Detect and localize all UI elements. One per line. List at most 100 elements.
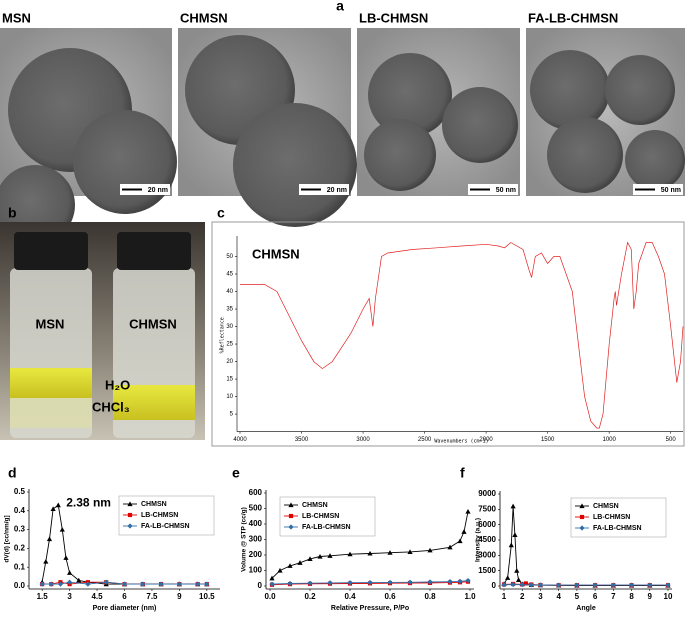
marker bbox=[158, 581, 164, 587]
chart: f Angle Intensity (a.u.) 0 1500 3000 4500 6000 7… bbox=[460, 465, 673, 612]
panel-label: a bbox=[336, 0, 344, 14]
legend-label: FA-LB-CHMSN bbox=[141, 523, 190, 530]
y-tick-label: 5 bbox=[230, 412, 234, 418]
tem-image bbox=[178, 28, 357, 227]
y-tick-label: 0.5 bbox=[14, 487, 26, 496]
marker bbox=[67, 579, 73, 585]
y-tick-label: 1500 bbox=[478, 566, 496, 575]
y-tick-label: 0.3 bbox=[14, 525, 26, 534]
x-tick-label: 0.0 bbox=[264, 592, 276, 601]
marker bbox=[505, 575, 511, 580]
y-tick-label: 0.4 bbox=[14, 506, 26, 515]
marker bbox=[317, 553, 323, 559]
marker bbox=[327, 553, 333, 558]
x-tick-label: 9 bbox=[177, 592, 182, 601]
y-tick-label: 100 bbox=[249, 566, 263, 575]
data-line bbox=[271, 511, 469, 579]
photo-label: H₂O bbox=[105, 377, 130, 392]
x-tick-label: 1000 bbox=[602, 437, 616, 443]
marker bbox=[127, 523, 133, 529]
scale-bar-label: 20 nm bbox=[327, 187, 347, 194]
y-tick-label: 45 bbox=[226, 272, 233, 278]
y-tick-label: 0 bbox=[492, 581, 497, 590]
y-tick-label: 40 bbox=[226, 289, 233, 295]
x-tick-label: 3500 bbox=[295, 437, 309, 443]
panel-label: e bbox=[232, 465, 240, 481]
x-tick-label: 5 bbox=[575, 592, 580, 601]
marker bbox=[519, 582, 525, 588]
y-tick-label: 9000 bbox=[478, 489, 496, 498]
x-tick-label: 10.5 bbox=[199, 592, 215, 601]
y-tick-label: 35 bbox=[226, 307, 233, 313]
marker bbox=[288, 502, 294, 508]
chart-frame bbox=[211, 221, 685, 447]
legend-label: LB-CHMSN bbox=[141, 512, 178, 519]
y-tick-label: 200 bbox=[249, 550, 263, 559]
panel-label: c bbox=[217, 205, 225, 221]
marker bbox=[574, 582, 580, 588]
y-tick-label: 50 bbox=[226, 254, 233, 260]
photo bbox=[0, 222, 205, 440]
x-tick-label: 2500 bbox=[418, 437, 432, 443]
x-tick-label: 1.0 bbox=[464, 592, 476, 601]
y-axis-label: Volume @ STP (cc/g) bbox=[241, 507, 248, 572]
x-tick-label: 0.8 bbox=[424, 592, 436, 601]
tem-image bbox=[0, 28, 177, 245]
legend-label: CHMSN bbox=[593, 503, 619, 510]
marker bbox=[523, 581, 528, 586]
marker bbox=[57, 581, 64, 587]
marker bbox=[43, 558, 49, 564]
marker bbox=[307, 580, 313, 586]
legend-frame bbox=[570, 497, 667, 538]
marker bbox=[447, 544, 453, 550]
y-tick-label: 6000 bbox=[478, 520, 496, 529]
y-tick-label: 600 bbox=[249, 488, 263, 497]
marker bbox=[176, 581, 182, 587]
tem-image bbox=[357, 28, 520, 196]
legend-label: LB-CHMSN bbox=[302, 513, 339, 520]
marker bbox=[461, 529, 467, 534]
marker bbox=[59, 527, 65, 532]
x-tick-label: 4 bbox=[556, 592, 561, 601]
legend-frame bbox=[279, 496, 376, 537]
scale-bar-bg bbox=[120, 184, 170, 195]
marker bbox=[63, 555, 69, 560]
marker bbox=[508, 542, 514, 548]
y-tick-label: 500 bbox=[249, 504, 263, 513]
x-tick-label: 500 bbox=[666, 437, 677, 443]
scale-bar-bg bbox=[633, 184, 683, 195]
scale-bar-label: 20 nm bbox=[148, 187, 168, 194]
marker bbox=[367, 579, 373, 586]
marker bbox=[387, 579, 393, 586]
marker bbox=[50, 506, 56, 511]
marker bbox=[610, 582, 616, 588]
marker bbox=[85, 581, 91, 587]
marker bbox=[579, 514, 585, 520]
marker bbox=[39, 581, 45, 587]
x-tick-label: 2 bbox=[520, 592, 525, 601]
marker bbox=[327, 580, 333, 586]
chart: c CHMSN Wavenumbers (cm-1) %Reflectance 5 10 1… bbox=[211, 205, 685, 447]
x-tick-label: 1500 bbox=[541, 437, 555, 443]
y-tick-label: 15 bbox=[226, 377, 233, 383]
y-tick-label: 300 bbox=[249, 535, 263, 544]
marker bbox=[628, 582, 635, 588]
x-tick-label: 6 bbox=[593, 592, 598, 601]
marker bbox=[515, 577, 522, 582]
marker bbox=[407, 579, 413, 585]
legend-label: CHMSN bbox=[141, 501, 167, 508]
y-axis-label: Intensity (a.u.) bbox=[475, 518, 482, 562]
marker bbox=[277, 567, 283, 573]
chart: d Pore diameter (nm) dV(d) [cc/nm/g] 0.0 0.1… bbox=[4, 465, 220, 612]
x-tick-label: 4000 bbox=[233, 437, 247, 443]
y-axis-label: %Reflectance bbox=[220, 317, 226, 353]
legend-label: CHMSN bbox=[302, 502, 328, 509]
marker bbox=[347, 551, 353, 557]
y-tick-label: 30 bbox=[226, 324, 233, 330]
x-tick-label: 4.5 bbox=[91, 592, 103, 601]
panel-label: f bbox=[460, 465, 465, 481]
x-tick-label: 1 bbox=[502, 592, 507, 601]
x-tick-label: 0.2 bbox=[304, 592, 316, 601]
tem-image bbox=[526, 28, 685, 196]
